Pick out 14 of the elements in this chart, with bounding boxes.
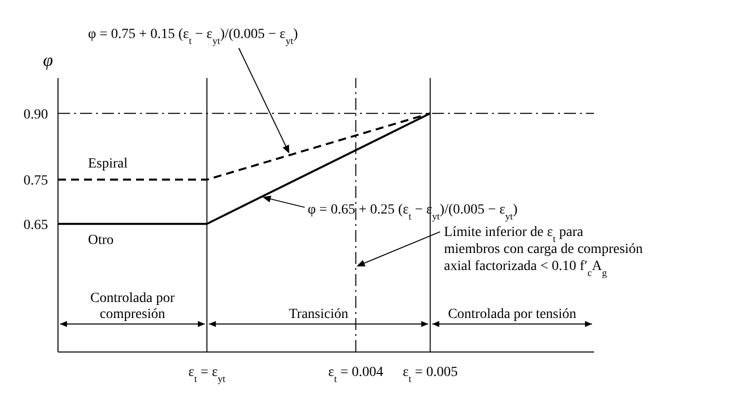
x-tick-label: ε$_{t}$ = 0.004 bbox=[328, 365, 384, 384]
annotation: Transición bbox=[288, 307, 348, 322]
annotation: Límite inferior de ε$_{t}$ para miembros con carga de compresión axial factorizada < 0.10 f′$_{c}$A$_{g}$ bbox=[444, 224, 643, 278]
x-tick-label: ε$_{t}$ = 0.005 bbox=[402, 365, 458, 384]
x-tick-label: ε$_{t}$ = ε$_{yt}$ bbox=[188, 365, 226, 384]
y-tick-label: 0.90 bbox=[24, 107, 48, 122]
annotation: φ = 0.75 + 0.15 (ε$_{t}$ − ε$_{yt}$)/(0.005 − ε$_{yt}$) bbox=[88, 27, 298, 46]
annotation: Controlada por compresión bbox=[90, 291, 175, 322]
annotation: Controlada por tensión bbox=[448, 307, 576, 322]
y-tick-label: 0.65 bbox=[24, 218, 48, 233]
series-label: Espiral bbox=[88, 156, 128, 172]
series-label: Otro bbox=[88, 232, 114, 248]
y-tick-label: 0.75 bbox=[24, 174, 48, 189]
y-axis-title: φ bbox=[43, 50, 54, 70]
